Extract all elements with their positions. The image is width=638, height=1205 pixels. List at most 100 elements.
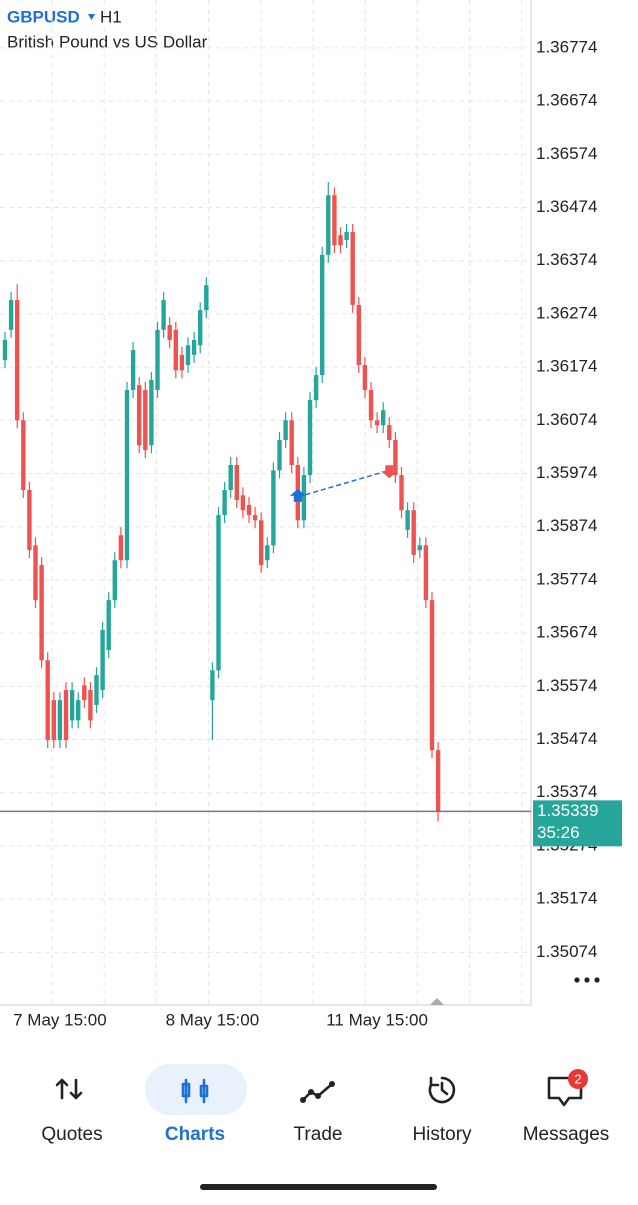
- y-tick-label: 1.36574: [536, 144, 597, 163]
- nav-icon-dot: [329, 1081, 335, 1087]
- more-dot[interactable]: [584, 977, 590, 983]
- candle-body: [45, 660, 50, 741]
- candle-body: [368, 389, 374, 421]
- candle-body: [2, 339, 8, 361]
- timeframe[interactable]: H1: [100, 7, 122, 26]
- badge: [568, 1069, 588, 1089]
- candle-body: [240, 495, 246, 511]
- candle-body: [277, 439, 282, 471]
- candle-body: [185, 345, 191, 365]
- nav-icon[interactable]: [55, 1078, 83, 1100]
- candle-body: [313, 375, 319, 401]
- candle-body: [8, 300, 14, 330]
- candle-body: [356, 304, 361, 365]
- candle-body: [155, 329, 160, 390]
- candle-body: [429, 600, 435, 751]
- x-tick-label: 11 May 15:00: [326, 1010, 428, 1029]
- symbol-dropdown[interactable]: [88, 14, 95, 20]
- candle-body: [344, 231, 349, 240]
- buy-arrow: [289, 488, 306, 502]
- candle-body: [100, 629, 105, 691]
- candle-body: [216, 515, 221, 671]
- candle-body: [15, 300, 20, 421]
- description: British Pound vs US Dollar: [7, 32, 208, 51]
- candle-body: [130, 350, 136, 390]
- candle-body: [326, 195, 331, 255]
- nav-icon[interactable]: [301, 1082, 334, 1102]
- y-tick-label: 1.36674: [536, 91, 597, 110]
- scroll-marker: [430, 998, 444, 1005]
- y-tick-label: 1.35474: [536, 729, 597, 748]
- candle-body: [417, 545, 422, 551]
- price-label-box: [533, 800, 622, 847]
- candle-body: [435, 750, 441, 812]
- y-tick-label: 1.36274: [536, 303, 597, 322]
- candle-body: [393, 439, 398, 476]
- nav-label[interactable]: Quotes: [41, 1124, 102, 1145]
- candle-body: [338, 235, 343, 246]
- candle-body: [374, 420, 380, 426]
- y-tick-label: 1.36174: [536, 357, 597, 376]
- y-tick-label: 1.35174: [536, 889, 597, 908]
- more-dot[interactable]: [594, 977, 600, 983]
- candle-body: [143, 389, 148, 451]
- candle-body: [63, 690, 69, 741]
- y-tick-label: 1.35874: [536, 516, 597, 535]
- symbol[interactable]: GBPUSD: [7, 7, 80, 26]
- y-tick-label: 1.36874: [536, 0, 597, 3]
- candle-body: [137, 385, 142, 446]
- y-tick-label: 1.35974: [536, 463, 597, 482]
- y-tick-label: 1.35074: [536, 942, 597, 961]
- nav-label[interactable]: History: [412, 1124, 472, 1145]
- home-indicator: [200, 1184, 437, 1190]
- more-dot[interactable]: [574, 977, 580, 983]
- price-label: 1.35339: [537, 801, 598, 820]
- candle-body: [399, 475, 404, 511]
- candle-body: [246, 504, 252, 516]
- candle-body: [222, 489, 227, 516]
- candle-body: [228, 464, 233, 490]
- candle-body: [387, 425, 392, 440]
- candle-body: [88, 690, 93, 721]
- candle-body: [350, 231, 355, 305]
- nav-icon-dot: [300, 1097, 306, 1103]
- nav-label[interactable]: Messages: [523, 1124, 610, 1145]
- candle-body: [33, 545, 38, 601]
- candle-body: [362, 364, 368, 390]
- candle-body: [405, 510, 410, 530]
- candle-body: [82, 685, 87, 701]
- candle-body: [252, 515, 258, 521]
- candle-body: [307, 400, 313, 476]
- x-tick-label: 8 May 15:00: [166, 1010, 260, 1029]
- candle-body: [149, 379, 154, 446]
- nav-label[interactable]: Trade: [294, 1124, 343, 1145]
- candle-body: [21, 420, 26, 490]
- candle-body: [27, 489, 32, 551]
- candle-body: [301, 475, 307, 521]
- nav-label[interactable]: Charts: [165, 1124, 225, 1145]
- candle-body: [210, 670, 215, 701]
- nav-icon[interactable]: [181, 1078, 209, 1104]
- candle-body: [161, 300, 166, 330]
- candle-body: [106, 600, 111, 651]
- candle-body: [204, 285, 209, 311]
- candle-body: [51, 700, 56, 741]
- candle-body: [112, 560, 117, 601]
- candle-body: [332, 195, 337, 246]
- candle-body: [118, 535, 124, 561]
- candle-body: [411, 510, 416, 555]
- candle-body: [259, 520, 264, 566]
- countdown: 35:26: [537, 823, 580, 842]
- candle-body: [198, 310, 203, 346]
- nav-icon[interactable]: [428, 1076, 456, 1104]
- candle-body: [283, 420, 288, 440]
- y-tick-label: 1.35574: [536, 676, 597, 695]
- badge-count: 2: [574, 1071, 581, 1086]
- y-tick-label: 1.36374: [536, 250, 597, 269]
- candle-body: [320, 254, 325, 376]
- candle-body: [179, 354, 185, 371]
- y-tick-label: 1.35774: [536, 569, 597, 588]
- y-tick-label: 1.35674: [536, 623, 597, 642]
